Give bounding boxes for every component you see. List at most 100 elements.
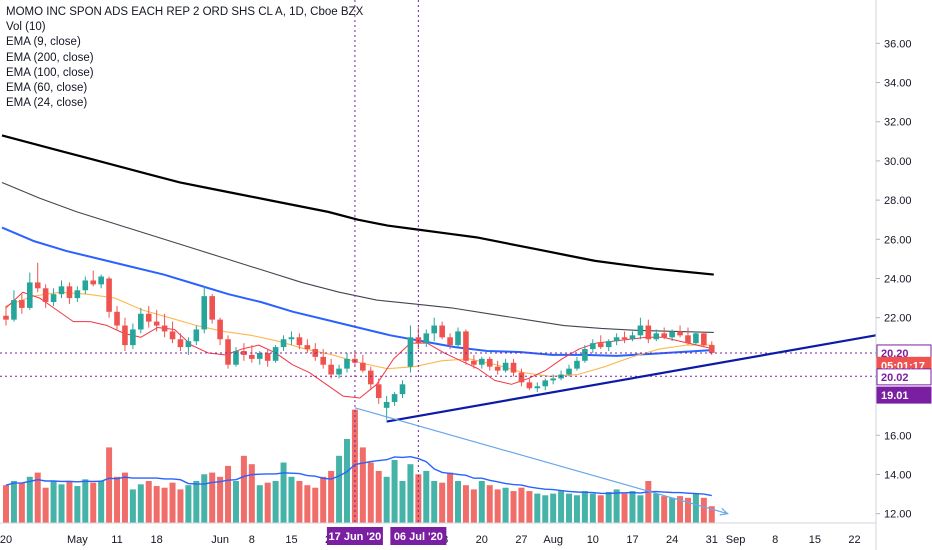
y-tick-label: 12.00 [884,509,912,521]
volume-bar [336,455,343,523]
ema-24-line [5,291,714,378]
candle-body [693,333,699,344]
volume-bar [248,464,255,523]
candle-body [272,347,279,361]
candle-body [590,343,596,350]
candle-body [582,349,588,361]
candle-body [637,325,644,336]
x-tick-label: 20 [476,534,488,546]
y-tick-label: 24.00 [884,274,912,286]
volume-bar [439,482,446,523]
volume-bar [494,489,501,523]
candle-body [344,358,350,369]
candle-body [74,290,81,299]
candle-body [320,356,326,365]
volume-bar [177,489,184,523]
drawings [0,0,877,523]
volume-bar [573,495,580,523]
x-tick-label: 8 [772,534,778,546]
volume-bar [581,491,588,523]
volume-bar [708,506,715,523]
candle-body [3,315,9,320]
candle-body [486,358,493,367]
volume-bar [74,486,81,523]
volume-bar [328,470,335,523]
candle-body [391,394,398,402]
volume-bar [288,476,295,523]
x-tick-label: 10 [587,534,599,546]
candle-body [510,362,517,373]
volume-bar [462,485,469,523]
candle-body [225,339,231,365]
volume-bar [129,489,136,523]
candle-body [447,337,453,346]
candle-body [526,382,533,389]
volume-bar [502,487,509,523]
volume-bar [542,495,549,523]
candle-body [233,351,239,365]
volume-bar [232,481,239,523]
candle-body [542,380,549,387]
y-tick-label: 14.00 [884,469,912,481]
price-tag-label: 19.01 [881,390,909,402]
volume-bar [605,491,612,523]
y-tick-label: 32.00 [884,117,912,129]
x-tick-label: 27 [515,534,527,546]
x-tick-label: 24 [666,534,678,546]
volume-bar [137,484,144,523]
y-tick-label: 28.00 [884,195,912,207]
x-tick-label: Aug [543,534,563,546]
x-tick-label: 20 [0,534,12,546]
indicator-ema-9[interactable]: EMA (9, close) [6,36,81,49]
volume-bar [407,464,414,523]
candle-body [479,358,485,365]
symbol-title[interactable]: MOMO INC SPON ADS EACH REP 2 ORD SHS CL … [6,6,364,18]
volume-bar [304,485,311,523]
volume-bar [209,472,216,523]
volume-bar [161,487,168,523]
candle-body [423,333,430,344]
indicator-ema-24[interactable]: EMA (24, close) [6,97,88,110]
candle-body [280,339,287,348]
candle-body [375,384,382,399]
volume-bar [256,485,263,523]
volume-bar [82,479,89,523]
volume-bar [42,487,49,523]
volume-bar [193,481,200,523]
candle-body [383,401,390,408]
candle-body [161,325,168,332]
volume-bar [431,481,438,523]
candle-body [463,331,469,361]
volume-bar [526,491,533,523]
volume-bar [661,496,668,523]
x-tick-label: 15 [809,534,821,546]
volume-bar [399,481,406,523]
candle-body [653,333,660,340]
candle-body [399,384,406,395]
date-tag-label: 06 Jul '20 [394,531,443,543]
y-tick-label: 36.00 [884,38,912,50]
y-tick-label: 16.00 [884,430,912,442]
candle-body [145,313,152,322]
volume-bar [280,462,287,523]
candle-body [502,362,509,371]
price-tag-label: 20.02 [881,372,909,384]
volume-bar [185,485,192,523]
candle-body [288,337,295,340]
volume-bar [367,462,374,523]
candle-body [701,333,707,346]
indicator-ema-100[interactable]: EMA (100, close) [6,66,94,79]
candle-body [494,366,501,371]
indicator-vol[interactable]: Vol (10) [6,21,46,34]
indicator-ema-200[interactable]: EMA (200, close) [6,51,94,64]
candle-body [26,282,33,308]
candle-body [304,345,311,350]
candle-body [534,386,541,389]
volume-bar [677,496,684,523]
volume-bar [589,493,596,523]
volume-bars [3,409,715,523]
candle-body [439,325,445,338]
indicator-ema-60[interactable]: EMA (60, close) [6,82,88,95]
